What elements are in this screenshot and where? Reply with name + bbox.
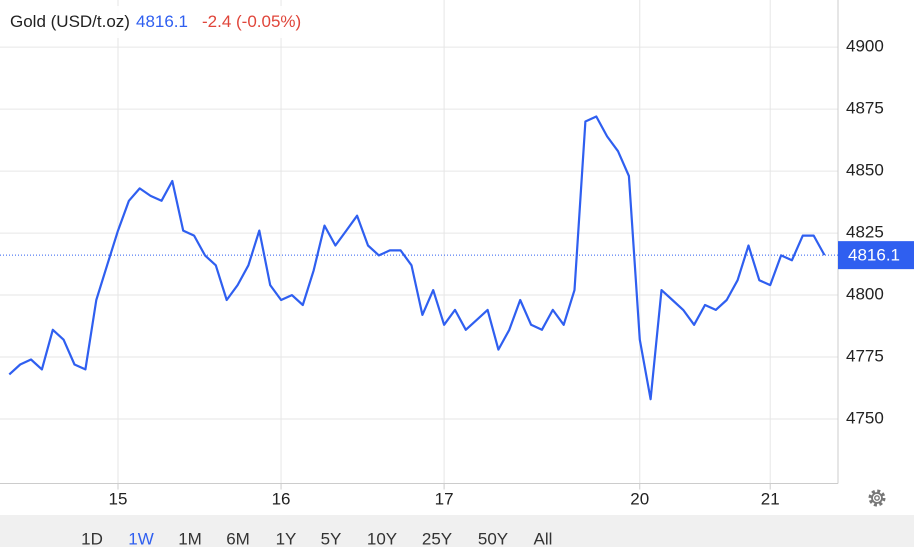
header-bg <box>0 6 340 38</box>
x-tick-label: 21 <box>761 489 780 508</box>
y-tick-label: 4800 <box>846 285 884 304</box>
range-button[interactable]: 25Y <box>422 529 452 547</box>
range-button[interactable]: 6M <box>226 529 250 547</box>
range-button[interactable]: 50Y <box>478 529 508 547</box>
y-tick-label: 4900 <box>846 37 884 56</box>
header-change: -2.4 (-0.05%) <box>202 12 301 31</box>
y-tick-label: 4750 <box>846 409 884 428</box>
y-tick-label: 4825 <box>846 223 884 242</box>
y-tick-label: 4850 <box>846 161 884 180</box>
range-bar <box>0 515 914 547</box>
y-tick-label: 4775 <box>846 347 884 366</box>
last-value-label: 4816.1 <box>848 246 900 265</box>
range-button[interactable]: 1M <box>178 529 202 547</box>
y-tick-label: 4875 <box>846 99 884 118</box>
x-tick-label: 15 <box>109 489 128 508</box>
range-button[interactable]: 1Y <box>276 529 297 547</box>
settings-icon[interactable] <box>868 489 886 507</box>
range-button[interactable]: All <box>534 529 553 547</box>
last-value-box <box>838 241 914 270</box>
range-button[interactable]: 1D <box>81 529 103 547</box>
x-tick-label: 16 <box>272 489 291 508</box>
range-button[interactable]: 1W <box>128 529 154 547</box>
header: Gold (USD/t.oz) 4816.1 -2.4 (-0.05%) <box>10 12 301 31</box>
range-button[interactable]: 5Y <box>321 529 342 547</box>
chart-title: Gold (USD/t.oz) <box>10 12 130 31</box>
range-button[interactable]: 10Y <box>367 529 397 547</box>
x-tick-label: 20 <box>630 489 649 508</box>
price-line <box>8 115 826 401</box>
x-tick-label: 17 <box>435 489 454 508</box>
header-price: 4816.1 <box>136 12 188 31</box>
